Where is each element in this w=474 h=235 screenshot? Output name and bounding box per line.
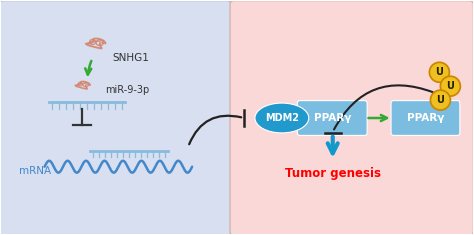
Text: PPARγ: PPARγ: [313, 113, 351, 123]
Circle shape: [430, 90, 450, 110]
Text: Tumor genesis: Tumor genesis: [285, 167, 381, 180]
Text: miR-9-3p: miR-9-3p: [105, 85, 150, 95]
Text: SNHG1: SNHG1: [112, 53, 149, 63]
Text: U: U: [447, 81, 454, 91]
FancyBboxPatch shape: [297, 101, 367, 135]
Circle shape: [429, 62, 449, 82]
Text: PPARγ: PPARγ: [407, 113, 444, 123]
Circle shape: [440, 76, 460, 96]
Text: MDM2: MDM2: [265, 113, 299, 123]
FancyBboxPatch shape: [230, 1, 474, 235]
Text: U: U: [437, 95, 444, 105]
FancyBboxPatch shape: [0, 1, 231, 235]
Text: mRNA: mRNA: [18, 166, 51, 176]
Text: U: U: [436, 67, 443, 77]
FancyBboxPatch shape: [391, 101, 460, 135]
Ellipse shape: [255, 103, 309, 133]
